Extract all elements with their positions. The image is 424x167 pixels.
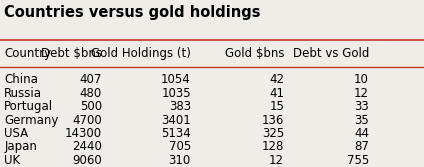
- Text: 480: 480: [80, 87, 102, 100]
- Text: 42: 42: [269, 73, 284, 87]
- Text: 12: 12: [269, 154, 284, 167]
- Text: 87: 87: [354, 140, 369, 153]
- Text: 14300: 14300: [64, 127, 102, 140]
- Text: Countries versus gold holdings: Countries versus gold holdings: [4, 5, 261, 20]
- Text: 9060: 9060: [72, 154, 102, 167]
- Text: UK: UK: [4, 154, 20, 167]
- Text: 500: 500: [80, 100, 102, 113]
- Text: Gold $bns: Gold $bns: [225, 47, 284, 60]
- Text: 41: 41: [269, 87, 284, 100]
- Text: 407: 407: [79, 73, 102, 87]
- Text: 12: 12: [354, 87, 369, 100]
- Text: 383: 383: [169, 100, 191, 113]
- Text: Debt $bns: Debt $bns: [41, 47, 102, 60]
- Text: 33: 33: [354, 100, 369, 113]
- Text: 4700: 4700: [72, 114, 102, 127]
- Text: 2440: 2440: [72, 140, 102, 153]
- Text: USA: USA: [4, 127, 28, 140]
- Text: 705: 705: [169, 140, 191, 153]
- Text: 35: 35: [354, 114, 369, 127]
- Text: Russia: Russia: [4, 87, 42, 100]
- Text: 1054: 1054: [161, 73, 191, 87]
- Text: 10: 10: [354, 73, 369, 87]
- Text: 310: 310: [169, 154, 191, 167]
- Text: Portugal: Portugal: [4, 100, 53, 113]
- Text: 1035: 1035: [161, 87, 191, 100]
- Text: 3401: 3401: [161, 114, 191, 127]
- Text: Debt vs Gold: Debt vs Gold: [293, 47, 369, 60]
- Text: China: China: [4, 73, 38, 87]
- Text: 136: 136: [262, 114, 284, 127]
- Text: 128: 128: [262, 140, 284, 153]
- Text: Gold Holdings (t): Gold Holdings (t): [91, 47, 191, 60]
- Text: Germany: Germany: [4, 114, 59, 127]
- Text: 755: 755: [347, 154, 369, 167]
- Text: Japan: Japan: [4, 140, 37, 153]
- Text: Country: Country: [4, 47, 51, 60]
- Text: 15: 15: [269, 100, 284, 113]
- Text: 325: 325: [262, 127, 284, 140]
- Text: 5134: 5134: [161, 127, 191, 140]
- Text: 44: 44: [354, 127, 369, 140]
